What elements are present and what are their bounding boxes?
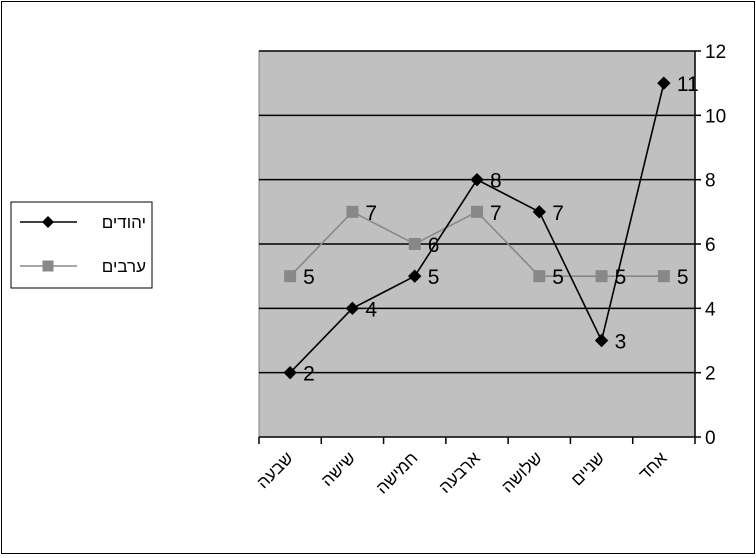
data-point	[471, 205, 483, 218]
x-tick-label: שניים	[567, 448, 608, 489]
data-point	[345, 301, 360, 316]
data-point	[532, 205, 546, 219]
data-label: 11	[677, 73, 699, 96]
x-tick-label: שלושה	[498, 448, 546, 496]
data-point	[470, 172, 484, 187]
data-label: 5	[615, 266, 627, 289]
x-tick-label: חמישה	[372, 448, 421, 497]
data-point	[408, 269, 422, 283]
y-tick-label: 6	[705, 235, 716, 256]
data-point	[283, 365, 297, 380]
legend-marker	[42, 216, 54, 228]
x-tick-label: שישה	[318, 448, 360, 490]
data-label: 5	[428, 266, 440, 289]
data-point	[594, 333, 609, 348]
y-tick-label: 4	[705, 299, 716, 320]
data-point	[657, 270, 670, 283]
legend: יהודים ערבים	[10, 201, 153, 289]
data-label: 8	[490, 170, 502, 193]
x-tick-label: ארבעה	[435, 448, 484, 497]
data-label: 5	[677, 266, 689, 289]
data-point	[533, 270, 546, 283]
x-tick-label: אחד	[635, 448, 671, 484]
legend-label: יהודים	[102, 213, 146, 232]
legend-marker	[42, 260, 54, 272]
legend-box	[10, 201, 153, 289]
data-label: 7	[552, 202, 564, 225]
y-tick-label: 10	[705, 106, 726, 127]
y-tick-label: 12	[705, 42, 726, 63]
y-tick-label: 2	[705, 364, 716, 385]
legend-label: ערבים	[102, 257, 146, 276]
data-point	[657, 76, 671, 90]
x-tick-label: שבעה	[253, 448, 297, 492]
data-label: 7	[490, 202, 502, 225]
data-label: 3	[615, 331, 627, 354]
y-tick-label: 8	[705, 171, 716, 192]
data-label: 5	[552, 266, 564, 289]
data-point	[284, 270, 297, 283]
data-label: 4	[365, 298, 377, 321]
plot-area: 0 2 4 6 8 10 12 אחד שניים שלושה ארבעה חמישה שישה שבעה…	[253, 42, 726, 498]
data-point	[595, 270, 608, 283]
data-point	[408, 238, 421, 250]
data-label: 5	[303, 266, 315, 289]
data-label: 7	[365, 202, 377, 225]
data-label: 2	[303, 363, 315, 386]
data-point	[346, 205, 359, 218]
y-tick-label: 0	[705, 428, 716, 449]
